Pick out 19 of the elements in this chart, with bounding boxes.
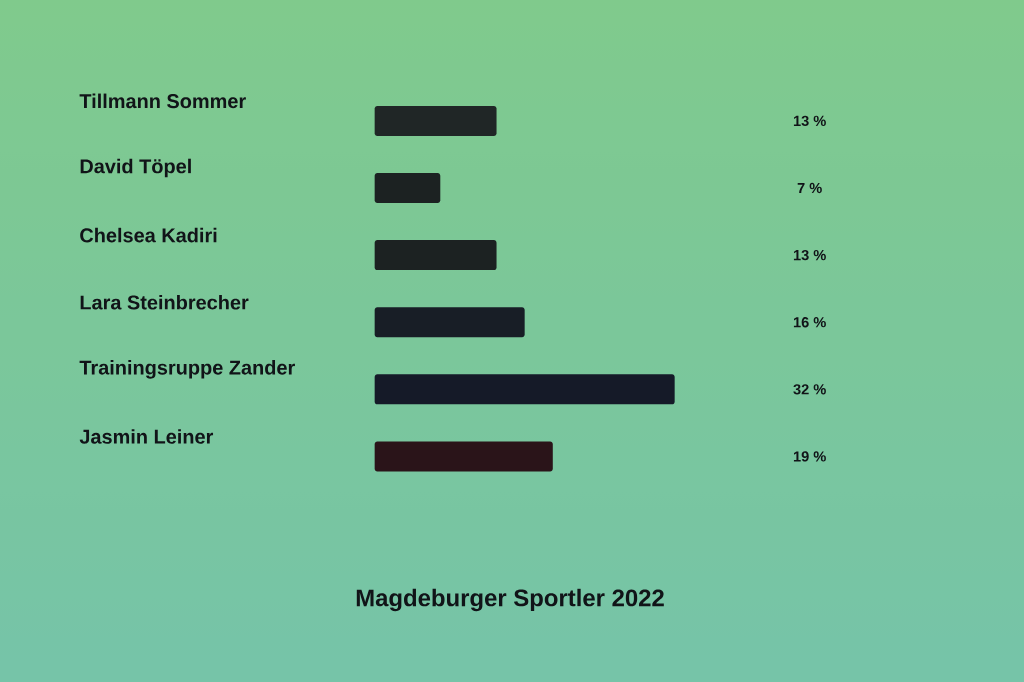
data-label: 19 %	[793, 451, 826, 462]
y-tick-label: Chelsea Kadiri	[80, 227, 217, 243]
text: Magdeburger Sportler 2022	[356, 588, 664, 612]
bar	[374, 105, 497, 136]
bar	[374, 441, 553, 472]
y-tick-label: Tillmann Sommer	[79, 93, 246, 109]
data-label: 13 %	[793, 249, 826, 261]
y-tick-label: Jasmin Leiner	[79, 429, 214, 444]
bar	[374, 173, 441, 203]
data-label: 13 %	[793, 115, 826, 127]
bar	[374, 307, 525, 338]
bar	[374, 240, 497, 271]
y-tick-label: Trainingsruppe Zander	[79, 360, 295, 379]
y-tick-label: David Töpel	[80, 158, 191, 178]
bar	[374, 374, 675, 405]
data-label: 16 %	[793, 317, 826, 328]
data-label: 7 %	[797, 182, 822, 194]
y-tick-label: Lara Steinbrecher	[80, 294, 249, 310]
data-label: 32 %	[793, 384, 826, 395]
